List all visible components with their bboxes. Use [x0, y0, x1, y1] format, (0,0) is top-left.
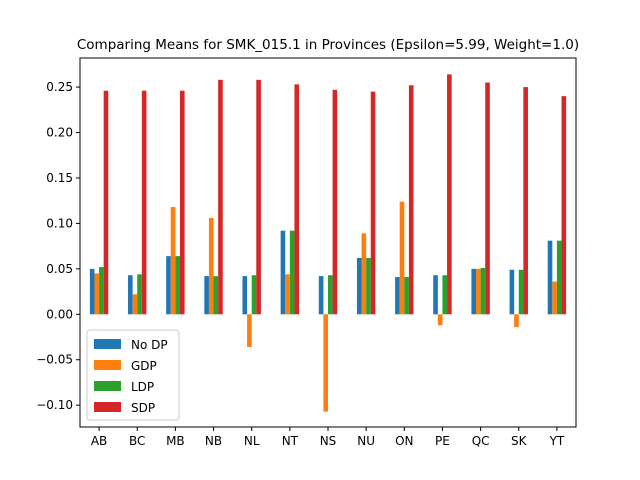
legend-label: LDP [131, 380, 154, 394]
x-tick-label: MB [166, 434, 185, 448]
bar-gdp-yt [552, 281, 557, 315]
bar-ldp-sk [518, 269, 524, 315]
bar-sdp-sk [523, 87, 528, 315]
x-tick-label: BC [129, 434, 145, 448]
y-tick-label: 0.10 [46, 216, 73, 230]
x-tick-label: QC [472, 434, 490, 448]
bar-gdp-nu [361, 233, 367, 315]
bar-sdp-nu [370, 91, 376, 315]
bar-gdp-ab [94, 273, 100, 315]
legend-swatch [94, 339, 121, 349]
x-tick-label: NB [205, 434, 222, 448]
bar-gdp-mb [170, 207, 176, 315]
bar-no-dp-ns [318, 276, 324, 315]
x-tick-label: NS [320, 434, 337, 448]
bar-ldp-yt [556, 240, 562, 315]
bar-no-dp-ab [89, 268, 95, 315]
bar-no-dp-yt [547, 240, 553, 315]
bar-sdp-nl [256, 79, 261, 315]
y-axis: −0.10 −0.05 0.00 0.05 0.10 0.15 0.20 0.25 [36, 80, 80, 412]
bar-ldp-mb [175, 256, 180, 315]
x-tick-label: ON [395, 434, 413, 448]
bar-sdp-yt [561, 96, 567, 315]
bar-no-dp-mb [166, 256, 171, 315]
bar-ldp-nu [366, 257, 371, 315]
bar-no-dp-nl [242, 276, 248, 315]
bar-sdp-ab [103, 90, 109, 315]
legend-swatch [94, 381, 121, 391]
legend-box [86, 329, 180, 421]
legend-label: SDP [131, 401, 155, 415]
bar-gdp-sk [514, 314, 519, 328]
legend-label: GDP [131, 359, 157, 373]
bar-sdp-bc [141, 90, 147, 315]
y-tick-label: 0.00 [46, 307, 73, 321]
y-tick-label: 0.15 [46, 171, 73, 185]
y-tick-label: 0.05 [46, 262, 73, 276]
bar-ldp-qc [480, 267, 486, 315]
x-tick-label: YT [549, 434, 565, 448]
chart-title: Comparing Means for SMK_015.1 in Provinc… [77, 37, 579, 53]
bar-ldp-ab [99, 267, 104, 315]
bar-sdp-nt [294, 84, 300, 315]
bar-gdp-ns [323, 314, 328, 412]
bar-ldp-nl [251, 275, 257, 315]
y-tick-label: −0.10 [36, 398, 73, 412]
bar-ldp-bc [137, 274, 142, 315]
legend-label: No DP [131, 338, 168, 352]
bar-gdp-nl [247, 314, 252, 348]
bar-ldp-ns [328, 275, 333, 315]
x-tick-label: NU [357, 434, 375, 448]
x-tick-label: AB [91, 434, 107, 448]
bar-no-dp-on [395, 277, 400, 315]
bar-sdp-on [408, 85, 414, 315]
bar-ldp-pe [442, 275, 448, 315]
bar-gdp-qc [476, 268, 481, 315]
bar-sdp-qc [485, 82, 490, 315]
bar-gdp-bc [132, 294, 138, 315]
bar-gdp-pe [437, 314, 443, 326]
bar-sdp-mb [179, 90, 185, 315]
bar-ldp-on [404, 277, 409, 315]
x-tick-label: SK [511, 434, 528, 448]
bar-gdp-nb [208, 217, 214, 315]
bar-ldp-nt [289, 230, 295, 315]
y-tick-label: 0.20 [46, 126, 73, 140]
bar-gdp-nt [285, 274, 290, 315]
x-tick-label: NL [244, 434, 260, 448]
legend-swatch [94, 360, 121, 370]
bar-no-dp-pe [433, 275, 438, 315]
bar-gdp-on [399, 201, 405, 315]
y-tick-label: −0.05 [36, 353, 73, 367]
bar-sdp-pe [447, 74, 452, 315]
x-tick-label: PE [435, 434, 450, 448]
bar-no-dp-sk [509, 269, 515, 315]
bar-sdp-nb [218, 79, 223, 315]
bar-no-dp-bc [128, 275, 133, 315]
bar-ldp-nb [213, 276, 219, 315]
legend: No DP GDP LDP SDP [86, 329, 180, 421]
legend-swatch [94, 402, 121, 412]
bar-no-dp-qc [471, 268, 477, 315]
y-tick-label: 0.25 [46, 80, 73, 94]
bar-no-dp-nu [356, 257, 362, 315]
bars-group [89, 74, 567, 412]
x-axis: AB BC MB NB NL NT NS NU ON PE QC SK YT [91, 427, 565, 448]
x-tick-label: NT [282, 434, 299, 448]
bar-no-dp-nt [280, 230, 286, 315]
bar-sdp-ns [332, 89, 338, 315]
bar-no-dp-nb [204, 276, 209, 315]
